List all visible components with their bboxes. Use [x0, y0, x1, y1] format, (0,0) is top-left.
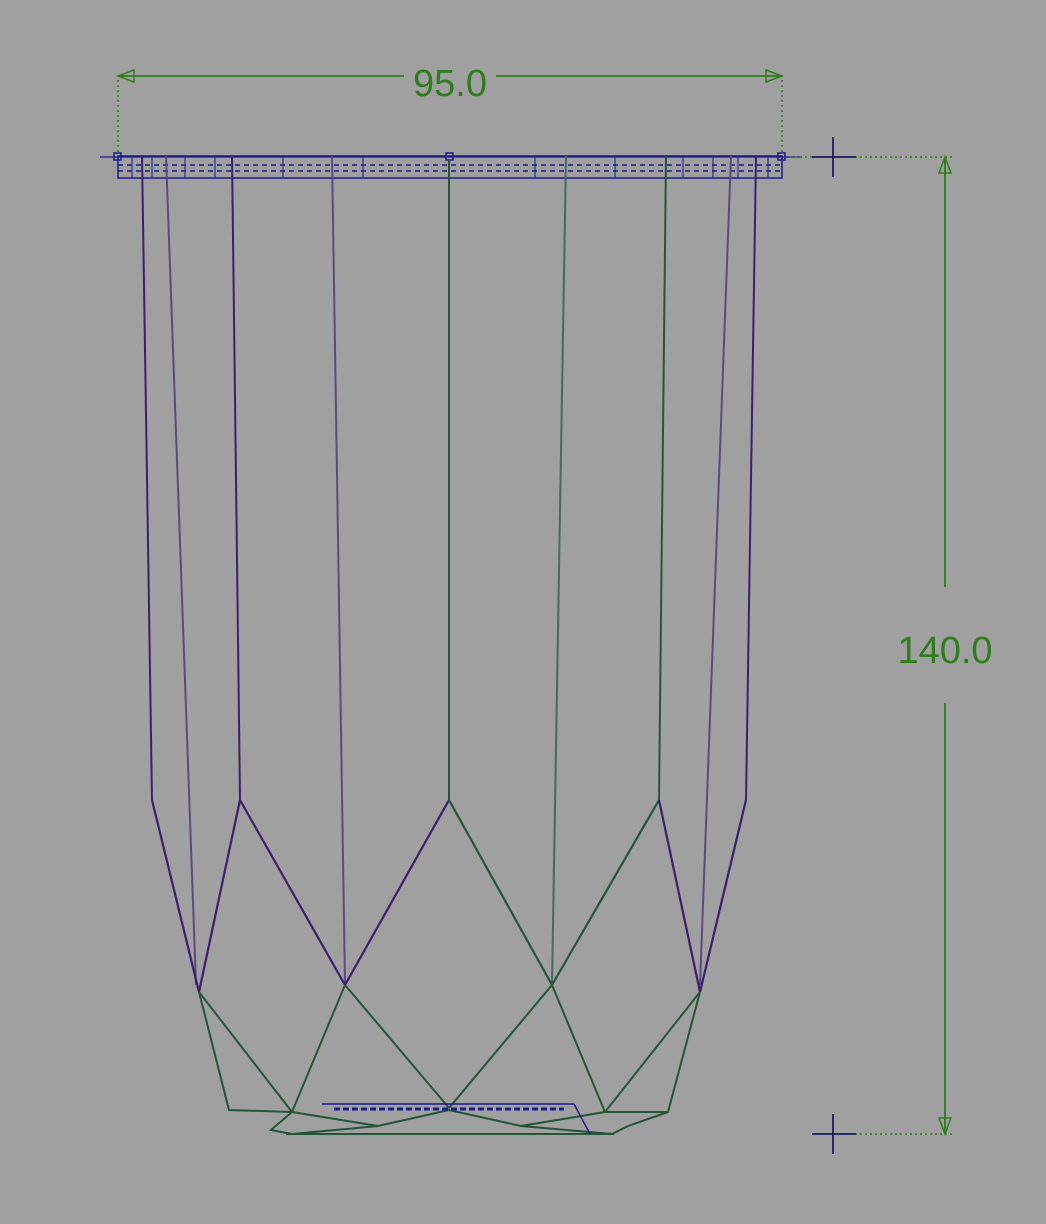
base-detail: [322, 1103, 591, 1135]
rib-9: [745, 155, 757, 801]
rib-8: [699, 155, 732, 986]
height-arrow-bottom: [937, 1117, 953, 1137]
rib-7: [658, 155, 667, 801]
upper-facets: [150, 799, 748, 993]
rim-segment-ticks: [131, 156, 769, 178]
width-arrow-left: [115, 68, 135, 84]
rib-4: [331, 155, 346, 986]
height-dimension[interactable]: [790, 154, 955, 1137]
lower-facets: [198, 984, 701, 1136]
height-dimension-label: 140.0: [897, 630, 992, 672]
rib-3: [231, 155, 241, 801]
body-ribs: [141, 155, 757, 986]
rim-vertex-left[interactable]: [113, 152, 122, 161]
rib-2: [165, 155, 197, 986]
height-arrow-top: [937, 154, 953, 174]
crosshair-top[interactable]: [812, 137, 856, 177]
rib-1: [141, 155, 153, 801]
width-dimension[interactable]: [115, 68, 785, 156]
width-dimension-label: 95.0: [413, 63, 487, 105]
width-arrow-right: [765, 68, 785, 84]
rib-6: [551, 155, 567, 986]
rim-vertex-right[interactable]: [777, 152, 786, 161]
crosshair-bottom[interactable]: [812, 1114, 856, 1154]
